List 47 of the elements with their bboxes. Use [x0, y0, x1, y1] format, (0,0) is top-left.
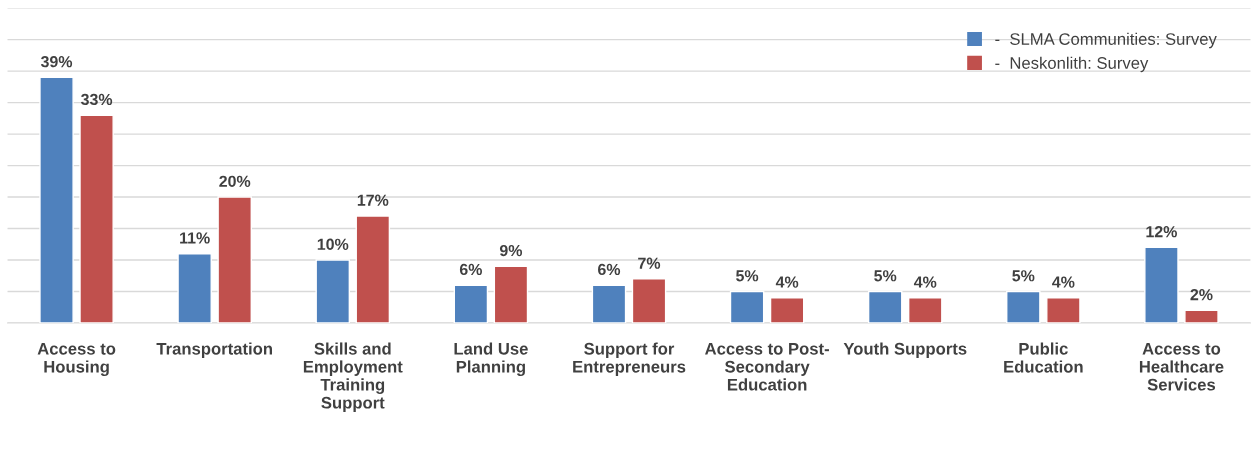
data-label: 39% [40, 56, 73, 68]
data-label: 12% [1146, 226, 1177, 238]
bar [1184, 309, 1219, 323]
x-tick-label: Access to Housing [37, 343, 116, 376]
data-label: 5% [736, 270, 759, 282]
bar [355, 215, 391, 323]
bar [729, 290, 765, 323]
bar [1046, 297, 1081, 323]
x-tick-label: Access to Healthcare Services [1139, 343, 1224, 391]
bar [631, 278, 667, 323]
data-label: 5% [1012, 270, 1035, 282]
x-tick-label: Support for Entrepreneurs [573, 342, 686, 376]
bar [177, 253, 212, 323]
data-label: 4% [1052, 276, 1075, 288]
bar [591, 284, 627, 323]
bar [79, 114, 114, 323]
data-label: 5% [874, 270, 897, 282]
data-label: 17% [357, 194, 389, 206]
bar [39, 76, 74, 323]
bar [769, 297, 805, 323]
data-label: 11% [180, 232, 210, 244]
legend-label: - SLMA Communities: Survey [995, 32, 1217, 49]
legend-label: - Neskonlith: Survey [995, 56, 1149, 73]
bar [453, 284, 489, 323]
data-label: 4% [913, 276, 937, 288]
data-label: 6% [598, 263, 621, 276]
data-label: 33% [80, 93, 113, 106]
data-label: 20% [219, 175, 251, 187]
x-tick-label: Skills and Employment Training Support [303, 342, 403, 412]
bar [217, 196, 252, 323]
bar [867, 290, 903, 323]
data-label: 6% [459, 263, 482, 276]
data-label: 4% [775, 276, 799, 288]
bar [493, 265, 529, 323]
bar [1006, 290, 1041, 323]
data-label: 9% [499, 244, 523, 257]
x-tick-label: Access to Post-Secondary Education [705, 343, 829, 391]
x-tick-label: Transportation [156, 342, 272, 358]
x-tick-label: Youth Supports [843, 342, 967, 358]
bar [315, 259, 351, 323]
x-tick-label: Public Education [1004, 342, 1083, 373]
bar [907, 297, 943, 323]
data-label: 10% [317, 238, 349, 250]
data-label: 7% [638, 257, 661, 269]
bar [1144, 246, 1179, 323]
x-tick-label: Land Use Planning [454, 342, 528, 376]
data-label: 2% [1190, 288, 1213, 301]
